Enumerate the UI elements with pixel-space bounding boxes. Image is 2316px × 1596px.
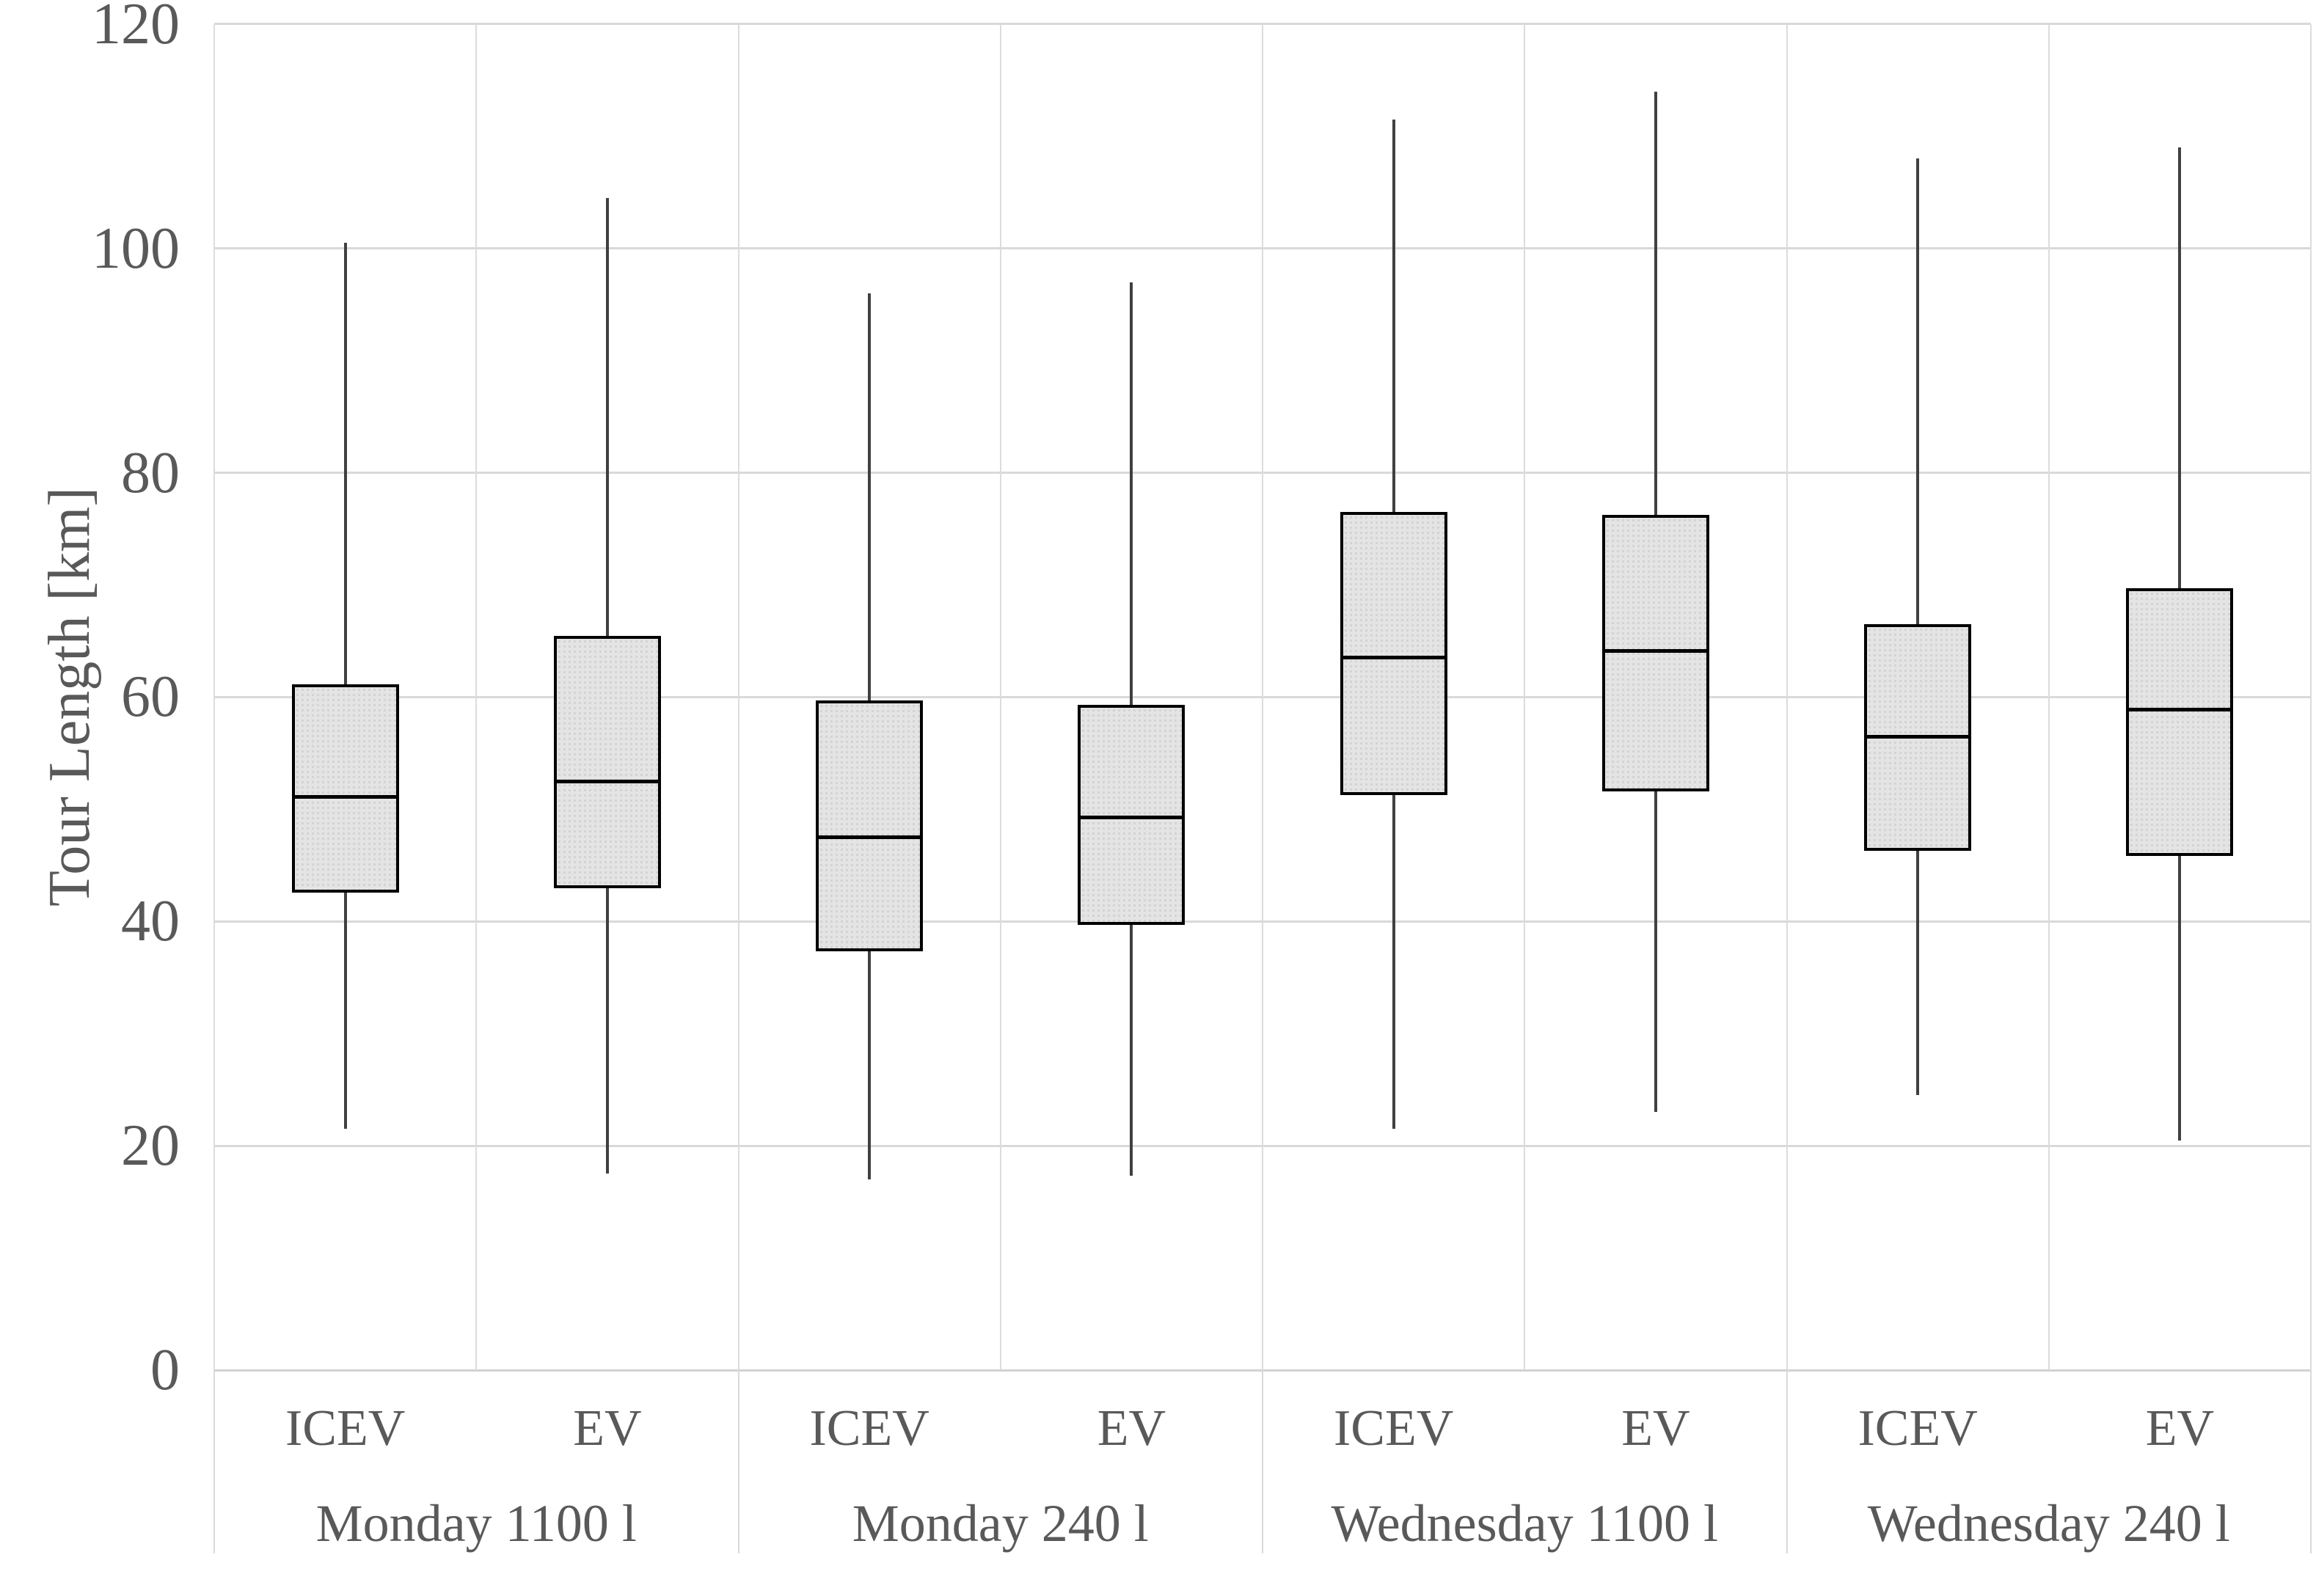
v-gridline <box>2047 23 2050 1370</box>
box-plot <box>291 684 399 893</box>
y-tick-label: 80 <box>121 440 180 505</box>
median-line <box>1081 815 1183 819</box>
group-divider <box>1262 1370 1263 1553</box>
box-plot <box>2126 587 2234 856</box>
y-tick-label: 60 <box>121 665 180 730</box>
y-tick-label: 120 <box>92 0 180 56</box>
v-gridline <box>213 23 215 1370</box>
y-tick-label: 40 <box>121 889 180 954</box>
category-label: EV <box>1097 1400 1166 1457</box>
box-plot <box>1340 511 1447 795</box>
category-label: EV <box>573 1400 642 1457</box>
category-label: ICEV <box>1857 1400 1978 1457</box>
category-label: EV <box>2145 1400 2215 1457</box>
group-divider <box>737 1370 739 1553</box>
box-plot <box>1078 704 1186 926</box>
category-label: ICEV <box>809 1400 929 1457</box>
v-gridline <box>999 23 1001 1370</box>
group-label: Monday 240 l <box>852 1494 1149 1553</box>
box-plot <box>553 636 661 888</box>
v-gridline <box>475 23 478 1370</box>
box-plot <box>1601 515 1709 792</box>
group-label: Monday 1100 l <box>315 1494 637 1553</box>
v-gridline <box>737 23 739 1370</box>
median-line <box>1604 649 1706 654</box>
group-divider <box>2310 1370 2312 1553</box>
category-label: EV <box>1621 1400 1690 1457</box>
v-gridline <box>1524 23 1526 1370</box>
category-label: ICEV <box>1333 1400 1454 1457</box>
group-divider <box>1786 1370 1788 1553</box>
group-label: Wednesday 1100 l <box>1331 1494 1718 1553</box>
median-line <box>1343 656 1444 660</box>
median-line <box>556 779 658 783</box>
median-line <box>2129 707 2231 711</box>
v-gridline <box>1786 23 1788 1370</box>
category-label: ICEV <box>285 1400 406 1457</box>
y-tick-label: 20 <box>121 1113 180 1179</box>
y-tick-label: 100 <box>92 216 180 281</box>
box-plot <box>816 700 924 951</box>
v-gridline <box>1262 23 1263 1370</box>
median-line <box>1867 734 1969 739</box>
median-line <box>294 795 396 799</box>
v-gridline <box>2310 23 2312 1370</box>
y-tick-label: 0 <box>150 1338 180 1402</box>
median-line <box>819 835 921 840</box>
group-divider <box>213 1370 215 1553</box>
group-label: Wednesday 240 l <box>1867 1494 2230 1553</box>
